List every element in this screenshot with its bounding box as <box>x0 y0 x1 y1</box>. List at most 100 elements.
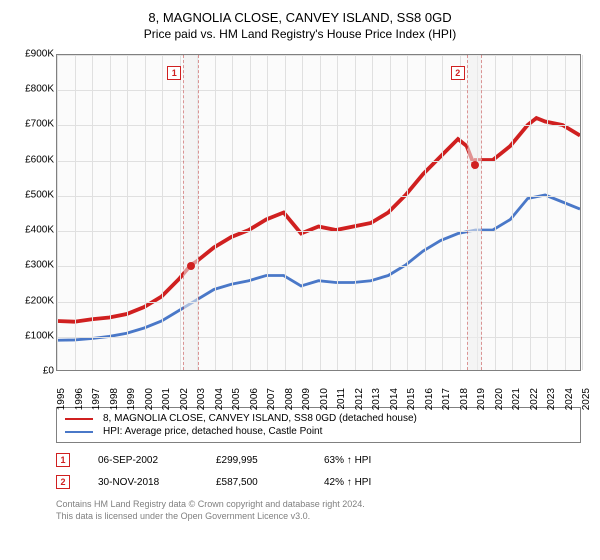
x-tick-label: 2005 <box>231 388 242 410</box>
chart-container: 8, MAGNOLIA CLOSE, CANVEY ISLAND, SS8 0G… <box>0 0 600 560</box>
legend-swatch <box>65 431 93 433</box>
gridline-v <box>232 55 233 370</box>
sale-marker-box: 1 <box>167 66 181 80</box>
series-price_paid <box>57 118 580 322</box>
x-tick-label: 2020 <box>494 388 505 410</box>
legend-swatch <box>65 418 93 420</box>
gridline-v <box>215 55 216 370</box>
x-tick-label: 2021 <box>511 388 522 410</box>
footer-line1: Contains HM Land Registry data © Crown c… <box>56 499 586 511</box>
x-tick-label: 2004 <box>214 388 225 410</box>
gridline-v <box>460 55 461 370</box>
sale-row-price: £587,500 <box>216 477 296 488</box>
x-tick-label: 2010 <box>319 388 330 410</box>
sale-row-date: 06-SEP-2002 <box>98 455 188 466</box>
x-tick-label: 2016 <box>424 388 435 410</box>
gridline-v <box>92 55 93 370</box>
x-tick-label: 2015 <box>406 388 417 410</box>
x-tick-label: 2006 <box>249 388 260 410</box>
gridline-h <box>57 337 580 338</box>
sale-row-price: £299,995 <box>216 455 296 466</box>
x-tick-label: 2011 <box>336 388 347 410</box>
y-tick-label: £0 <box>14 366 54 377</box>
y-tick-label: £400K <box>14 225 54 236</box>
plot-area: 12 <box>56 54 581 371</box>
gridline-h <box>57 196 580 197</box>
chart-wrap: £0£100K£200K£300K£400K£500K£600K£700K£80… <box>14 49 586 399</box>
sale-dot <box>187 262 195 270</box>
gridline-v <box>127 55 128 370</box>
gridline-v <box>337 55 338 370</box>
shade-band <box>183 55 199 370</box>
series-hpi <box>57 195 580 340</box>
sale-row: 230-NOV-2018£587,50042% ↑ HPI <box>56 471 586 493</box>
x-tick-label: 2023 <box>546 388 557 410</box>
legend-label: 8, MAGNOLIA CLOSE, CANVEY ISLAND, SS8 0G… <box>103 413 417 424</box>
x-tick-label: 2024 <box>564 388 575 410</box>
sales-table: 106-SEP-2002£299,99563% ↑ HPI230-NOV-201… <box>14 449 586 493</box>
x-tick-label: 1997 <box>91 388 102 410</box>
x-tick-label: 2019 <box>476 388 487 410</box>
legend-row: 8, MAGNOLIA CLOSE, CANVEY ISLAND, SS8 0G… <box>65 412 572 425</box>
x-tick-label: 2022 <box>529 388 540 410</box>
gridline-v <box>267 55 268 370</box>
gridline-v <box>390 55 391 370</box>
y-tick-label: £700K <box>14 119 54 130</box>
gridline-h <box>57 161 580 162</box>
x-tick-label: 2007 <box>266 388 277 410</box>
gridline-h <box>57 266 580 267</box>
x-tick-label: 2013 <box>371 388 382 410</box>
x-tick-label: 2008 <box>284 388 295 410</box>
gridline-v <box>565 55 566 370</box>
chart-title: 8, MAGNOLIA CLOSE, CANVEY ISLAND, SS8 0G… <box>14 10 586 25</box>
x-tick-label: 2003 <box>196 388 207 410</box>
y-tick-label: £200K <box>14 295 54 306</box>
gridline-h <box>57 302 580 303</box>
x-tick-label: 1998 <box>109 388 120 410</box>
x-tick-label: 2000 <box>144 388 155 410</box>
x-tick-label: 2018 <box>459 388 470 410</box>
gridline-v <box>75 55 76 370</box>
gridline-v <box>250 55 251 370</box>
y-tick-label: £900K <box>14 49 54 60</box>
x-tick-label: 1996 <box>74 388 85 410</box>
x-tick-label: 2025 <box>581 388 592 410</box>
x-tick-label: 2002 <box>179 388 190 410</box>
gridline-v <box>407 55 408 370</box>
x-tick-label: 1995 <box>56 388 67 410</box>
shade-band <box>467 55 483 370</box>
gridline-v <box>145 55 146 370</box>
x-tick-label: 1999 <box>126 388 137 410</box>
gridline-v <box>285 55 286 370</box>
gridline-v <box>302 55 303 370</box>
footer: Contains HM Land Registry data © Crown c… <box>56 499 586 522</box>
gridline-v <box>530 55 531 370</box>
y-tick-label: £300K <box>14 260 54 271</box>
y-tick-label: £500K <box>14 189 54 200</box>
sale-row-pct: 63% ↑ HPI <box>324 455 404 466</box>
gridline-v <box>512 55 513 370</box>
sale-dot <box>471 161 479 169</box>
sale-row-date: 30-NOV-2018 <box>98 477 188 488</box>
y-tick-label: £600K <box>14 154 54 165</box>
gridline-v <box>442 55 443 370</box>
gridline-v <box>547 55 548 370</box>
sale-row: 1 06-SEP-2002 £299,995 63% ↑ HPI <box>56 449 586 471</box>
sale-row-pct: 42% ↑ HPI <box>324 477 404 488</box>
gridline-v <box>57 55 58 370</box>
line-svg <box>57 55 580 370</box>
y-tick-label: £800K <box>14 84 54 95</box>
gridline-v <box>110 55 111 370</box>
legend-label: HPI: Average price, detached house, Cast… <box>103 426 322 437</box>
legend-row: HPI: Average price, detached house, Cast… <box>65 425 572 438</box>
gridline-h <box>57 90 580 91</box>
gridline-h <box>57 55 580 56</box>
gridline-v <box>495 55 496 370</box>
sale-row-marker: 1 <box>56 453 70 467</box>
footer-line2: This data is licensed under the Open Gov… <box>56 511 586 523</box>
legend: 8, MAGNOLIA CLOSE, CANVEY ISLAND, SS8 0G… <box>56 407 581 443</box>
gridline-v <box>582 55 583 370</box>
chart-subtitle: Price paid vs. HM Land Registry's House … <box>14 27 586 41</box>
gridline-v <box>425 55 426 370</box>
x-tick-label: 2001 <box>161 388 172 410</box>
